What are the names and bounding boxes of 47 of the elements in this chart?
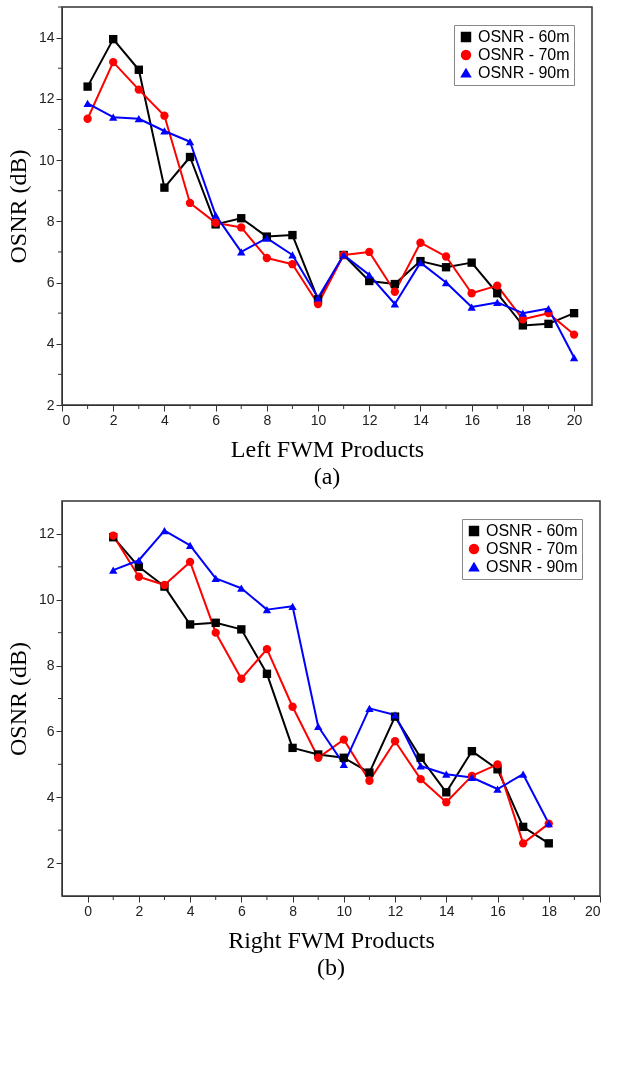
x-tick-label: 12 <box>361 411 378 428</box>
x-tick-label: 18 <box>515 411 532 428</box>
x-tick-label: 2 <box>135 902 144 919</box>
y-tick-label: 2 <box>46 396 55 413</box>
x-tick-label: 4 <box>161 411 170 428</box>
y-tick-label: 8 <box>46 212 55 229</box>
x-axis-title: Left FWM Products <box>230 435 425 462</box>
x-tick-label: 10 <box>336 902 353 919</box>
y-axis-title: OSNR (dB) <box>4 641 31 757</box>
x-tick-label: 18 <box>541 902 558 919</box>
legend-label: OSNR - 90m <box>478 64 570 81</box>
y-tick-label: 4 <box>46 788 55 805</box>
x-tick-label: 20 <box>566 411 583 428</box>
x-tick-label: 12 <box>387 902 404 919</box>
text: (b) <box>317 954 345 980</box>
y-tick-label: 8 <box>46 657 55 674</box>
y-tick-label: 6 <box>46 274 55 291</box>
x-tick-label: 20 <box>584 902 601 919</box>
x-tick-label: 16 <box>464 411 481 428</box>
legend-label: OSNR - 70m <box>486 540 578 557</box>
x-tick-label: 8 <box>289 902 298 919</box>
x-tick-label: 2 <box>109 411 118 428</box>
x-tick-label: 6 <box>237 902 246 919</box>
x-tick-label: 14 <box>413 411 429 428</box>
x-tick-label: 10 <box>310 411 327 428</box>
y-tick-label: 2 <box>46 854 55 871</box>
x-tick-label: 0 <box>84 902 93 919</box>
x-tick-label: 6 <box>212 411 221 428</box>
text: (a) <box>313 463 341 489</box>
y-tick-label: 10 <box>38 151 55 168</box>
x-axis-title: Right FWM Products <box>228 926 435 953</box>
y-tick-label: 14 <box>38 29 55 46</box>
y-tick-label: 4 <box>46 335 55 352</box>
x-tick-label: 0 <box>62 411 71 428</box>
y-tick-label: 12 <box>38 90 55 107</box>
x-tick-label: 8 <box>263 411 272 428</box>
y-tick-label: 6 <box>46 722 55 739</box>
legend-label: OSNR - 60m <box>486 522 578 539</box>
legend-label: OSNR - 90m <box>486 558 578 575</box>
y-tick-label: 12 <box>38 525 55 542</box>
x-tick-label: 16 <box>490 902 507 919</box>
x-tick-label: 4 <box>186 902 195 919</box>
y-axis-title: OSNR (dB) <box>4 149 31 264</box>
legend-label: OSNR - 60m <box>478 28 570 45</box>
y-tick-label: 10 <box>38 591 55 608</box>
x-tick-label: 14 <box>439 902 455 919</box>
legend-label: OSNR - 70m <box>478 46 570 63</box>
